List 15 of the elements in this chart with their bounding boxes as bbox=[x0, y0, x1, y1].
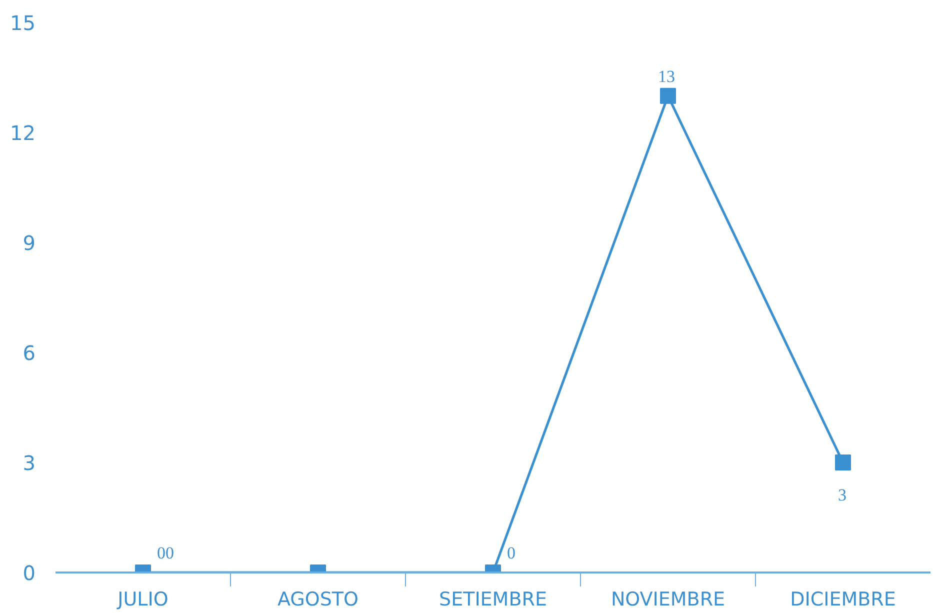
y-tick-label: 15 bbox=[10, 11, 36, 35]
y-tick-label: 6 bbox=[22, 341, 36, 365]
data-label: 00 bbox=[157, 544, 174, 562]
x-tick-label: SETIEMBRE bbox=[439, 588, 547, 610]
x-tick-label: NOVIEMBRE bbox=[610, 588, 726, 610]
data-label: 3 bbox=[838, 486, 846, 504]
x-tick-label: DICIEMBRE bbox=[790, 588, 896, 610]
y-tick-label: 0 bbox=[22, 561, 36, 585]
x-tick-label: AGOSTO bbox=[278, 588, 358, 610]
data-label: 0 bbox=[507, 544, 516, 562]
y-tick-label: 12 bbox=[10, 121, 36, 145]
x-tick-label: JULIO bbox=[116, 588, 168, 610]
data-label: 13 bbox=[658, 66, 675, 86]
y-tick-label: 9 bbox=[22, 231, 36, 255]
y-tick-label: 3 bbox=[22, 451, 36, 475]
